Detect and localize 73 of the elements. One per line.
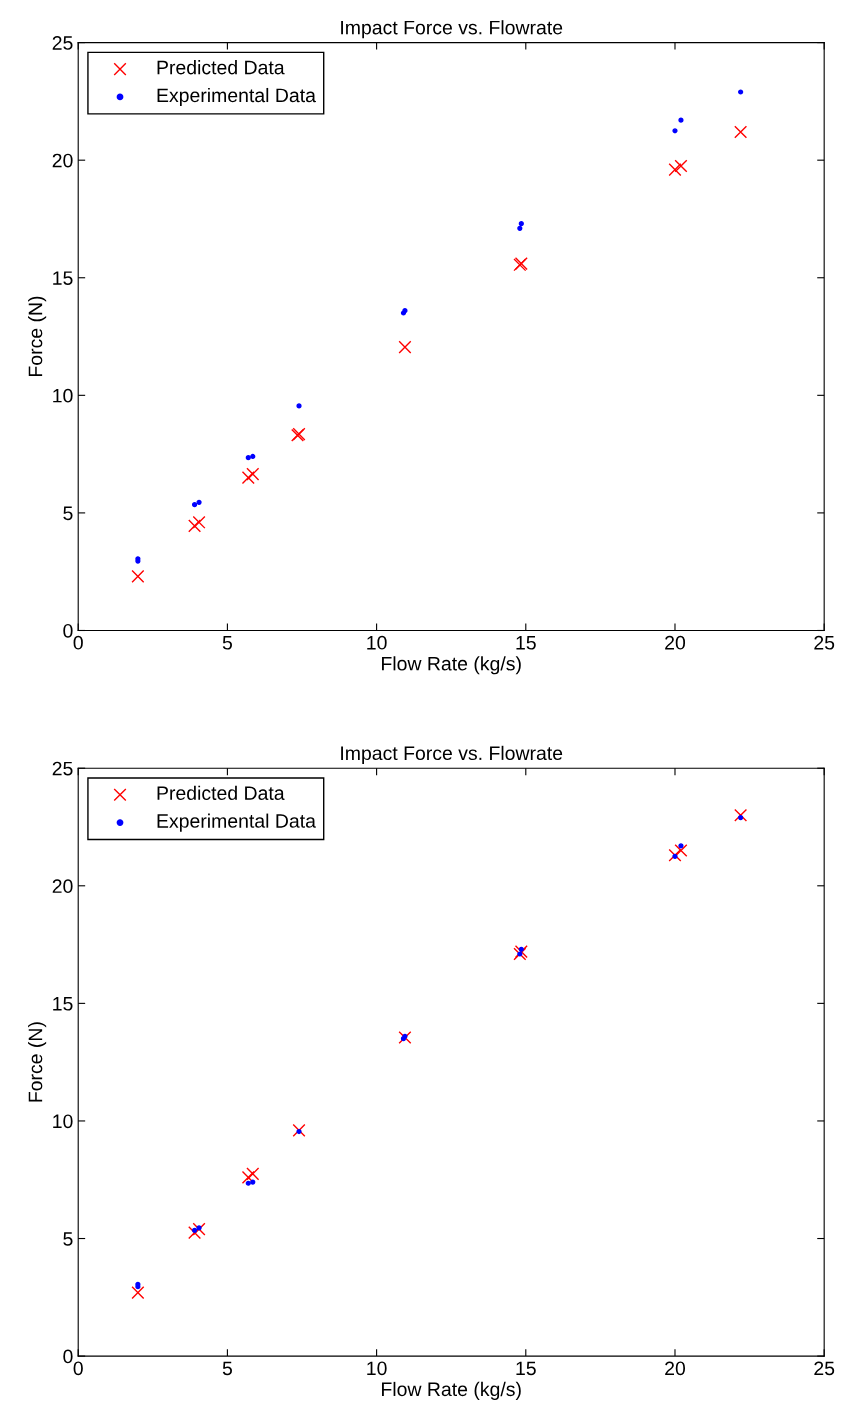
x-tick-label: 0: [73, 1361, 83, 1376]
point: [668, 848, 682, 862]
point: [241, 471, 255, 485]
x-tick-label: 20: [665, 1361, 686, 1376]
point: [734, 808, 748, 822]
x-tick-label: 25: [814, 1361, 835, 1376]
point: [398, 1030, 412, 1044]
point: [131, 1286, 145, 1300]
x-tick-label: 15: [516, 1361, 536, 1376]
x-tick-label: 0: [73, 635, 83, 650]
legend-label: Experimental Data: [157, 87, 316, 107]
point: [517, 951, 523, 957]
legend-label: Predicted Data: [157, 785, 285, 800]
y-tick-label: 5: [63, 506, 73, 521]
y-tick-label: 20: [52, 879, 73, 894]
point: [672, 853, 678, 859]
x-axis-title: Flow Rate (kg/s): [382, 1381, 521, 1400]
point: [246, 467, 260, 481]
x-tick-label: 5: [222, 1361, 232, 1376]
point: [188, 519, 202, 533]
point: [241, 1170, 255, 1184]
point: [734, 125, 748, 139]
point: [738, 815, 744, 821]
x-tick-label: 10: [367, 1361, 387, 1376]
legend-label: Predicted Data: [157, 60, 285, 75]
x-tick-label: 25: [814, 635, 835, 650]
point: [672, 128, 678, 134]
point: [196, 1225, 202, 1231]
point: [192, 1222, 206, 1236]
point: [296, 1128, 302, 1135]
y-axis-title: Force (N): [28, 1022, 47, 1102]
point: [191, 1227, 198, 1233]
x-tick-label: 10: [367, 635, 387, 650]
point: [191, 502, 198, 508]
point: [678, 117, 684, 123]
point: [250, 453, 256, 460]
point: [738, 89, 744, 95]
point: [296, 403, 302, 409]
legend-label: Experimental Data: [157, 813, 316, 832]
y-tick-label: 15: [53, 997, 73, 1011]
point: [518, 946, 524, 952]
y-tick-label: 0: [63, 623, 73, 638]
y-tick-label: 20: [52, 153, 73, 168]
y-tick-label: 10: [53, 1114, 73, 1129]
x-axis-title: Flow Rate (kg/s): [382, 656, 521, 675]
point: [245, 1180, 251, 1186]
point: [246, 1167, 260, 1181]
point: [674, 844, 688, 858]
point: [245, 455, 251, 461]
point: [192, 515, 206, 529]
y-tick-label: 0: [63, 1349, 73, 1364]
y-tick-label: 25: [52, 761, 73, 776]
point: [668, 163, 682, 177]
point: [292, 1123, 306, 1137]
point: [250, 1179, 256, 1185]
y-tick-label: 10: [53, 388, 73, 403]
x-tick-label: 5: [222, 636, 232, 650]
point: [188, 1226, 202, 1240]
point: [674, 159, 688, 173]
chart-title: Impact Force vs. Flowrate: [341, 20, 563, 39]
point: [517, 225, 523, 231]
chart-title: Impact Force vs. Flowrate: [341, 745, 563, 764]
x-tick-label: 20: [665, 635, 686, 650]
point: [678, 843, 684, 849]
y-tick-label: 25: [52, 36, 73, 50]
point: [398, 340, 412, 354]
y-axis-title: Force (N): [28, 296, 47, 376]
y-tick-label: 15: [53, 271, 73, 285]
x-tick-label: 15: [516, 636, 536, 650]
point: [131, 569, 145, 583]
point: [196, 499, 202, 505]
y-tick-label: 5: [63, 1232, 73, 1246]
point: [518, 221, 524, 227]
